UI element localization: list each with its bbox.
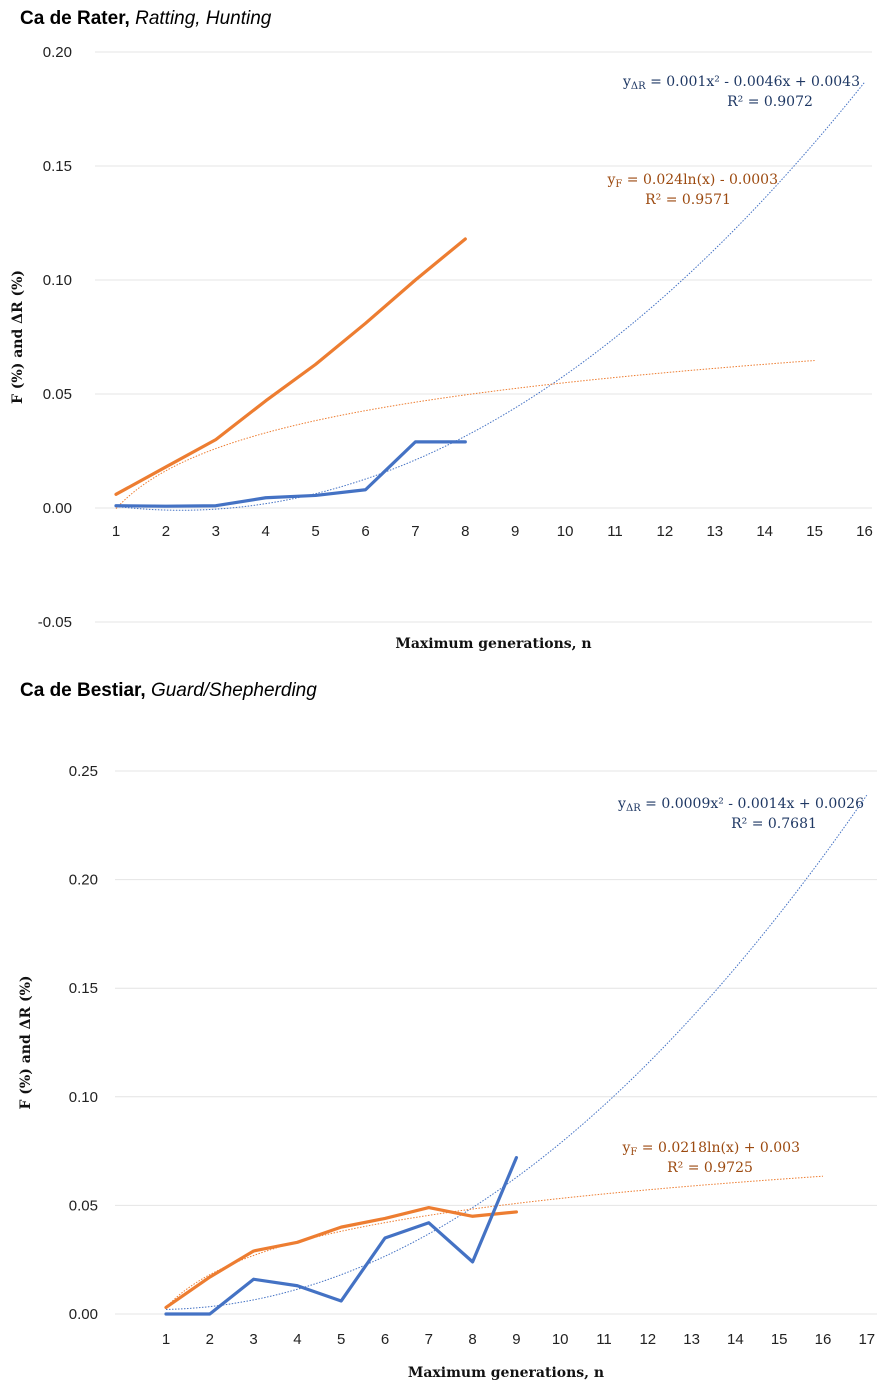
chart-panel-rater: Ca de Rater, Ratting, Hunting -0.05 0.00 0… <box>0 0 878 660</box>
trend-equation-delta-r: yΔR = 0.001x² - 0.0046x + 0.0043 <box>622 74 860 92</box>
y-tick-label: 0.20 <box>69 872 98 889</box>
y-tick-label: 0.05 <box>69 1197 98 1214</box>
x-tick-label: 12 <box>657 523 674 540</box>
y-tick-label: 0.15 <box>43 158 72 175</box>
y-tick-label: 0.10 <box>69 1089 98 1106</box>
y-tick-label: 0.00 <box>69 1306 98 1323</box>
x-tick-label: 7 <box>425 1331 433 1348</box>
x-axis-label: Maximum generations, n <box>395 636 591 652</box>
series-line-f <box>114 237 467 496</box>
y-tick-label: 0.10 <box>43 272 72 289</box>
y-tick-label: 0.00 <box>43 500 72 517</box>
x-tick-label: 5 <box>311 523 319 540</box>
chart-panel-bestiar: Ca de Bestiar, Guard/Shepherding 0.00 0.0… <box>0 660 878 1383</box>
x-tick-label: 13 <box>683 1331 700 1348</box>
x-tick-label: 11 <box>596 1331 612 1348</box>
trend-equation-f: yF = 0.0218ln(x) + 0.003 <box>621 1140 800 1158</box>
x-tick-label: 5 <box>337 1331 345 1348</box>
x-tick-label: 15 <box>806 523 823 540</box>
x-tick-label: 14 <box>756 523 773 540</box>
chart-title: Ca de Bestiar, Guard/Shepherding <box>20 680 317 702</box>
trendline-delta-r <box>165 794 868 1310</box>
x-tick-label: 3 <box>212 523 220 540</box>
x-tick-label: 10 <box>557 523 574 540</box>
y-axis-label: F (%) and ΔR (%) <box>10 270 26 404</box>
series-line-f <box>164 1205 519 1310</box>
x-tick-label: 4 <box>293 1331 301 1348</box>
x-tick-label: 6 <box>381 1331 389 1348</box>
x-tick-label: 4 <box>262 523 270 540</box>
x-tick-label: 8 <box>461 523 469 540</box>
trendline-f <box>115 360 815 510</box>
trendline-delta-r <box>115 82 865 511</box>
chart-title-breed: Ca de Rater, <box>20 8 130 29</box>
r-squared-f: R² = 0.9571 <box>645 192 731 208</box>
y-tick-label: -0.05 <box>38 614 72 631</box>
chart-title: Ca de Rater, Ratting, Hunting <box>20 8 271 30</box>
x-tick-label: 15 <box>771 1331 788 1348</box>
x-tick-label: 13 <box>706 523 723 540</box>
x-tick-label: 11 <box>607 523 623 540</box>
chart-title-purpose: Ratting, Hunting <box>135 8 272 29</box>
r-squared-delta-r: R² = 0.7681 <box>731 816 817 832</box>
trend-equation-f: yF = 0.024ln(x) - 0.0003 <box>606 172 778 190</box>
line-chart: -0.050.000.050.100.150.201 2 3 4 5 6 7 8 9 10 11 12… <box>10 44 873 652</box>
x-tick-label: 2 <box>206 1331 214 1348</box>
y-tick-label: 0.20 <box>43 44 72 61</box>
y-tick-label: 0.15 <box>69 980 98 997</box>
x-tick-label: 2 <box>162 523 170 540</box>
line-chart: 0.000.050.100.150.200.251 2 3 4 5 6 7 8 9 10 11 12 1… <box>18 763 877 1381</box>
x-tick-label: 6 <box>361 523 369 540</box>
x-tick-label: 9 <box>511 523 519 540</box>
x-tick-label: 12 <box>639 1331 656 1348</box>
x-tick-label: 16 <box>856 523 873 540</box>
series-line-delta-r <box>114 440 467 508</box>
x-tick-label: 8 <box>468 1331 476 1348</box>
y-axis-label: F (%) and ΔR (%) <box>18 975 34 1109</box>
trendline-f <box>165 1175 824 1308</box>
x-tick-label: 9 <box>512 1331 520 1348</box>
series-line-delta-r <box>164 1156 519 1316</box>
x-tick-label: 3 <box>249 1331 257 1348</box>
y-tick-label: 0.25 <box>69 763 98 780</box>
x-tick-label: 1 <box>112 523 120 540</box>
chart-title-purpose: Guard/Shepherding <box>150 680 317 701</box>
x-tick-label: 14 <box>727 1331 744 1348</box>
chart-title-breed: Ca de Bestiar, <box>20 680 146 701</box>
x-tick-label: 1 <box>162 1331 170 1348</box>
r-squared-delta-r: R² = 0.9072 <box>727 94 813 110</box>
x-tick-label: 7 <box>411 523 419 540</box>
x-tick-label: 16 <box>815 1331 832 1348</box>
r-squared-f: R² = 0.9725 <box>667 1160 753 1176</box>
trend-equation-delta-r: yΔR = 0.0009x² - 0.0014x + 0.0026 <box>617 796 864 814</box>
y-tick-label: 0.05 <box>43 386 72 403</box>
x-tick-label: 17 <box>858 1331 875 1348</box>
x-axis-label: Maximum generations, n <box>408 1365 604 1381</box>
x-tick-label: 10 <box>552 1331 569 1348</box>
